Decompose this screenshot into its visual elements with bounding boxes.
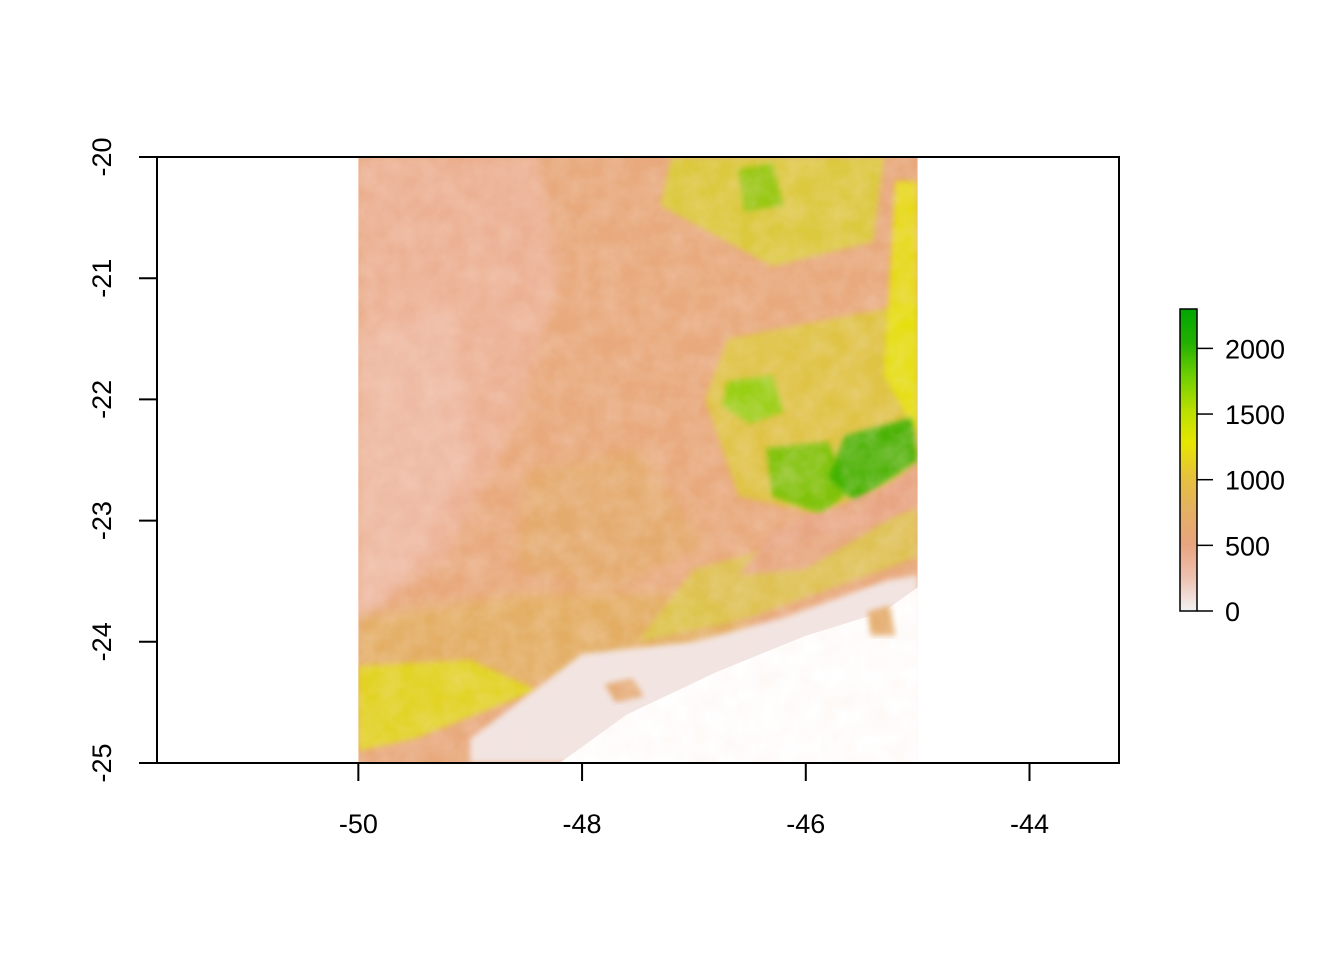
color-legend: 0 500 1000 1500 2000 [1179,308,1285,627]
x-tick-label: -48 [563,809,602,839]
x-axis: -50 -48 -46 -44 [339,762,1049,839]
legend-tick-label: 500 [1225,531,1270,561]
y-tick-label: -24 [87,622,117,661]
y-tick-label: -21 [87,259,117,298]
y-tick-label: -23 [87,501,117,540]
x-tick-label: -44 [1010,809,1049,839]
legend-tick-label: 0 [1225,597,1240,627]
legend-tick-label: 2000 [1225,334,1285,364]
y-tick-label: -20 [87,137,117,176]
y-tick-label: -25 [87,743,117,782]
legend-tick-label: 1000 [1225,466,1285,496]
legend-tick-label: 1500 [1225,400,1285,430]
y-axis: -20 -21 -22 -23 -24 -25 [87,137,158,783]
y-tick-label: -22 [87,380,117,419]
x-tick-label: -46 [786,809,825,839]
x-tick-label: -50 [339,809,378,839]
legend-colorbar [1179,308,1198,612]
elevation-raster [358,157,918,763]
raster-texture [358,157,918,763]
